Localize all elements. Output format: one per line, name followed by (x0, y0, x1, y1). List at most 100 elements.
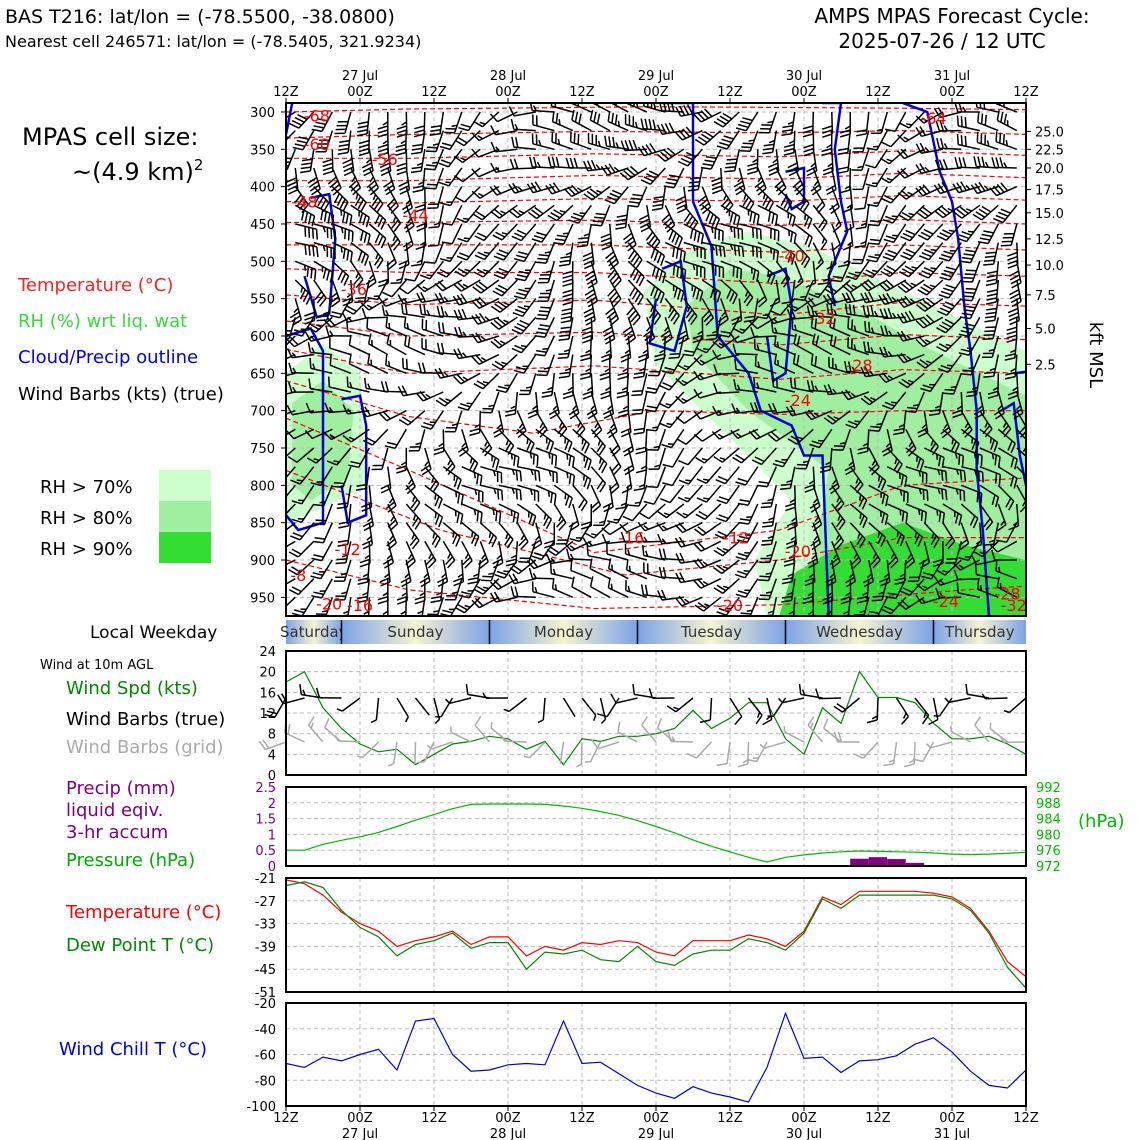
wind-barb (774, 167, 787, 196)
wind-barb (386, 333, 407, 356)
wind-barb (651, 186, 667, 211)
wind-barb (489, 578, 518, 590)
grid-wind-barb (759, 741, 786, 749)
wind-barb (664, 279, 685, 303)
wind-barb (313, 204, 335, 226)
wind-barb (455, 186, 481, 203)
grid-wind-barb (576, 741, 583, 768)
wind-barb (473, 111, 500, 128)
wind-barb (404, 334, 426, 356)
bottom-hour-tick: 12Z (717, 1111, 743, 1126)
grid-wind-barb (258, 739, 287, 751)
wind-barb (429, 111, 445, 137)
wind-barb (627, 260, 645, 287)
wind-barb (753, 376, 777, 393)
wind-barb (329, 298, 352, 319)
wind-barb (822, 578, 834, 605)
wind-barb (645, 223, 661, 251)
wind-barb (855, 205, 870, 230)
precip-label-1: Precip (mm) (66, 778, 176, 799)
barbs-grid-label: Wind Barbs (grid) (66, 737, 224, 758)
surface-wind-barb (648, 688, 675, 700)
wind-barb (882, 242, 907, 262)
pressure-tick: 450 (250, 218, 275, 233)
wind-barb (757, 186, 775, 212)
wind-barb (791, 318, 814, 337)
wind-barb (775, 223, 797, 245)
wind-barb (582, 373, 594, 400)
wind-barb (535, 410, 548, 438)
wind-barb (342, 312, 370, 323)
wind-barb (590, 428, 606, 456)
wind-barb (720, 223, 744, 240)
wind-barb (534, 335, 555, 357)
wind-barb (599, 354, 611, 381)
isotherm-label: -24 (785, 391, 811, 410)
wind-barb (880, 260, 907, 278)
wind-barb (295, 223, 318, 240)
wind-barb (659, 103, 684, 113)
wind-barb (471, 332, 500, 344)
wind-barb (527, 391, 539, 419)
wind-barb (712, 349, 740, 361)
wind-barb (381, 304, 407, 319)
bottom-date-label: 28 Jul (490, 1127, 526, 1140)
wind-barb (1007, 242, 1019, 269)
wind-barb (590, 410, 603, 438)
wind-barb (849, 503, 868, 528)
wind-barb (657, 503, 685, 519)
wind-barb (942, 484, 966, 502)
wind-barb (648, 354, 667, 377)
wind-barb (886, 447, 903, 474)
wind-barb (821, 130, 833, 157)
wind-barb (754, 355, 777, 375)
top-hour-tick: 12Z (421, 85, 447, 100)
wind-barb (770, 298, 796, 316)
wind-barb (546, 540, 574, 557)
wind-barb (498, 447, 520, 468)
wind-barb (511, 335, 537, 354)
wind-barb (840, 597, 852, 616)
wind-barb (841, 389, 870, 401)
cloud-outline (902, 103, 991, 616)
wind-barb (558, 354, 574, 379)
wind-barb (601, 522, 629, 536)
wind-barb (454, 326, 481, 338)
wind-barb (981, 335, 1000, 359)
wind-barb (732, 447, 759, 464)
wind-barb (823, 384, 851, 396)
wind-barb (1016, 428, 1026, 455)
wind-barb (551, 578, 574, 598)
wind-barb (643, 562, 666, 580)
wind-barb (350, 223, 371, 245)
wind-barb (607, 577, 629, 598)
wind-barb (535, 503, 553, 530)
wind-barb (674, 522, 703, 534)
wind-barb (325, 325, 351, 337)
surface-wind-barb (895, 697, 910, 725)
wind-barb (701, 204, 721, 230)
wind-barb (812, 242, 824, 270)
wind-barb (620, 335, 632, 363)
wind-barb (286, 167, 299, 195)
wind-barb (569, 522, 592, 543)
wind-barb (605, 242, 619, 271)
wind-barb (385, 354, 407, 374)
surface-wind-barb (815, 688, 842, 700)
wind-barb (677, 484, 703, 503)
wind-barb (646, 298, 662, 325)
wind-barb (738, 503, 759, 525)
wind-barb (839, 111, 852, 138)
wind-barb (589, 576, 611, 598)
wind-barb (794, 279, 814, 301)
wind-barb (915, 594, 944, 605)
wind-barb (702, 241, 726, 258)
wind-barb (286, 372, 296, 377)
wind-barb (781, 578, 796, 603)
wind-barb (362, 428, 389, 446)
wind-barb (518, 541, 537, 563)
wind-barb (806, 305, 832, 319)
wind-barb (693, 558, 722, 569)
grid-wind-barb (656, 718, 675, 743)
isotherm-label: -12 (335, 540, 361, 559)
